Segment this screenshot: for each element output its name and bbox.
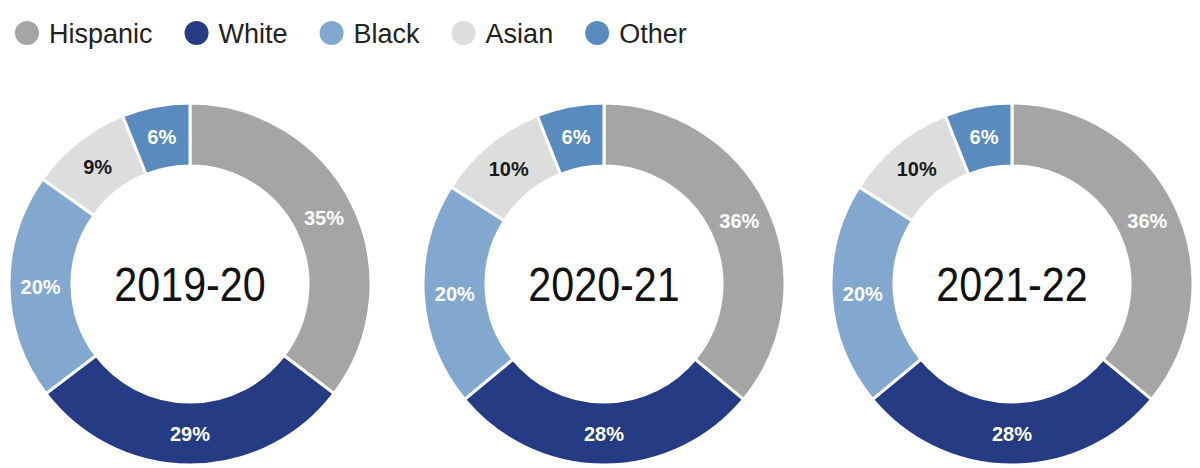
chart-canvas: 35% 29% 20% 9% 6% 2019-20 Hispanic White Black As… <box>0 0 1200 468</box>
data-label: 36% <box>1127 210 1167 232</box>
donut-slice <box>1012 103 1193 399</box>
donut-slice <box>537 103 604 174</box>
data-label: 28% <box>584 423 624 445</box>
legend-label: Asian <box>486 19 554 49</box>
data-labels: 35% 29% 20% 9% 6% <box>21 126 345 444</box>
chart-title: 2019-20 <box>114 257 265 311</box>
legend-item: Other <box>585 19 687 49</box>
data-label: 35% <box>304 207 344 229</box>
legend-label: Other <box>619 19 687 49</box>
donut-slice <box>604 103 785 399</box>
slices <box>9 103 371 465</box>
legend-swatch <box>15 21 39 45</box>
data-label: 9% <box>83 156 112 178</box>
legend-item: Asian <box>452 19 554 49</box>
data-label: 10% <box>897 158 937 180</box>
data-label: 10% <box>489 158 529 180</box>
donut-chart: 36% 28% 20% 10% 6% 2021-22 <box>831 103 1193 465</box>
legend-swatch <box>452 21 476 45</box>
data-label: 28% <box>992 423 1032 445</box>
legend-item: Hispanic <box>15 19 153 49</box>
data-label: 29% <box>170 423 210 445</box>
donut-slice <box>123 103 190 174</box>
legend-swatch <box>185 21 209 45</box>
donut-slice <box>190 103 371 394</box>
donut-slice <box>945 103 1012 174</box>
donut-slice <box>465 359 744 465</box>
legend: Hispanic White Black Asian Other <box>15 19 687 49</box>
donut-chart: 36% 28% 20% 10% 6% 2020-21 <box>423 103 785 465</box>
legend-label: Hispanic <box>49 19 153 49</box>
data-label: 6% <box>147 126 176 148</box>
slices <box>831 103 1193 465</box>
chart-title: 2020-21 <box>528 257 679 311</box>
donut-chart: 35% 29% 20% 9% 6% 2019-20 <box>9 103 371 465</box>
data-label: 20% <box>843 283 883 305</box>
legend-swatch <box>320 21 344 45</box>
donut-slice <box>46 355 334 465</box>
data-label: 20% <box>21 276 61 298</box>
donut-slice <box>9 179 96 394</box>
donut-slice <box>873 359 1152 465</box>
legend-swatch <box>585 21 609 45</box>
data-labels: 36% 28% 20% 10% 6% <box>435 126 760 444</box>
slices <box>423 103 785 465</box>
legend-item: Black <box>320 19 421 49</box>
data-label: 36% <box>719 210 759 232</box>
data-labels: 36% 28% 20% 10% 6% <box>843 126 1168 444</box>
legend-item: White <box>185 19 288 49</box>
data-label: 20% <box>435 283 475 305</box>
data-label: 6% <box>970 126 999 148</box>
chart-title: 2021-22 <box>936 257 1087 311</box>
legend-label: Black <box>354 19 421 49</box>
legend-label: White <box>219 19 288 49</box>
data-label: 6% <box>562 126 591 148</box>
